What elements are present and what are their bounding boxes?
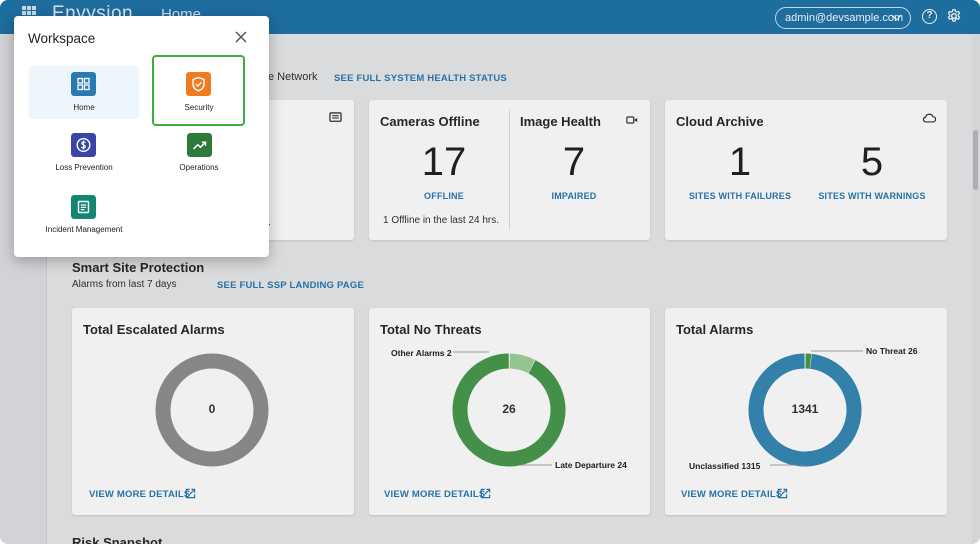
escalated-card: Total Escalated Alarms 0 VIEW MORE DETAI…: [72, 308, 354, 515]
risk-snapshot-title: Risk Snapshot: [72, 535, 163, 544]
scrollbar[interactable]: [972, 34, 980, 544]
external-link-icon[interactable]: [185, 488, 196, 499]
total-alarms-card: Total Alarms 1341 No Threat 26 Unclassif…: [665, 308, 947, 515]
no-threats-center-value: 26: [502, 402, 516, 416]
workspace-tile-operations[interactable]: Operations: [144, 130, 254, 178]
escalated-empty-ring: [155, 353, 269, 467]
no-threats-title: Total No Threats: [380, 322, 482, 337]
workspace-label-operations: Operations: [179, 163, 219, 172]
workspace-label-home: Home: [73, 103, 95, 112]
user-email: admin@devsample.com: [785, 12, 904, 24]
cloud-icon: [922, 113, 936, 123]
cameras-offline-value: 17: [421, 140, 467, 184]
help-icon[interactable]: ?: [922, 9, 937, 24]
ssp-title: Smart Site Protection: [72, 260, 205, 275]
offline-note: 1 Offline in the last 24 hrs.: [383, 215, 499, 226]
home-dashboard-icon: [71, 72, 96, 96]
workspace-label-loss-prevention: Loss Prevention: [55, 163, 113, 172]
ssp-landing-link[interactable]: SEE FULL SSP LANDING PAGE: [217, 280, 364, 291]
external-link-icon[interactable]: [480, 488, 491, 499]
escalated-donut: [155, 353, 269, 467]
workspace-label-security: Security: [184, 103, 214, 112]
video-camera-icon: [626, 116, 638, 124]
escalated-view-more[interactable]: VIEW MORE DETAILS: [89, 489, 191, 500]
total-alarms-title: Total Alarms: [676, 322, 754, 337]
card-divider: [509, 110, 510, 230]
network-label: e Network: [268, 71, 318, 83]
no-threats-card: Total No Threats 26 Other Alarms 2 Late …: [369, 308, 650, 515]
cameras-offline-title: Cameras Offline: [380, 114, 480, 129]
trending-up-icon: [187, 133, 212, 157]
workspace-tile-incident-management[interactable]: Incident Management: [29, 192, 139, 240]
message-icon[interactable]: [329, 112, 342, 124]
callout-unclassified: Unclassified 1315: [689, 461, 761, 471]
escalated-center-value: 0: [208, 402, 216, 416]
close-icon[interactable]: [234, 30, 248, 44]
cloud-archive-title: Cloud Archive: [676, 114, 764, 129]
no-threats-donut: [452, 353, 566, 467]
failures-value: 1: [728, 140, 752, 184]
ssp-subtitle: Alarms from last 7 days: [72, 279, 177, 290]
workspace-title: Workspace: [28, 31, 96, 46]
shield-check-icon: [186, 72, 211, 96]
donut-slice-unclassified[interactable]: [748, 353, 862, 467]
workspace-label-incident-management: Incident Management: [45, 225, 123, 234]
cloud-archive-card: Cloud Archive 1 SITES WITH FAILURES 5 SI…: [665, 100, 947, 240]
warnings-value: 5: [860, 140, 884, 184]
failures-link[interactable]: SITES WITH FAILURES: [688, 191, 792, 201]
callout-no-threat: No Threat 26: [866, 346, 918, 356]
total-alarms-view-more[interactable]: VIEW MORE DETAILS: [681, 489, 783, 500]
escalated-title: Total Escalated Alarms: [83, 322, 225, 337]
workspace-tile-home[interactable]: Home: [29, 66, 139, 119]
image-health-title: Image Health: [520, 114, 601, 129]
gear-icon[interactable]: [946, 8, 962, 24]
workspace-tile-loss-prevention[interactable]: Loss Prevention: [29, 130, 139, 178]
scrollbar-thumb[interactable]: [973, 130, 978, 190]
image-health-value: 7: [562, 140, 586, 184]
external-link-icon[interactable]: [777, 488, 788, 499]
user-menu-button[interactable]: admin@devsample.com: [775, 7, 911, 29]
callout-late-departure: Late Departure 24: [555, 460, 627, 470]
callout-other-alarms: Other Alarms 2: [391, 348, 452, 358]
warnings-link[interactable]: SITES WITH WARNINGS: [818, 191, 926, 201]
offline-link[interactable]: OFFLINE: [424, 191, 464, 201]
cameras-card: Cameras Offline 17 OFFLINE 1 Offline in …: [369, 100, 650, 240]
impaired-link[interactable]: IMPAIRED: [551, 191, 597, 201]
partial-note: .: [268, 217, 271, 228]
total-alarms-donut: [748, 353, 862, 467]
document-list-icon: [71, 195, 96, 219]
workspace-tile-security[interactable]: Security: [152, 55, 245, 126]
total-alarms-center-value: 1341: [791, 402, 819, 416]
dollar-circle-icon: [71, 133, 96, 157]
system-health-link[interactable]: SEE FULL SYSTEM HEALTH STATUS: [334, 73, 507, 84]
workspace-popup: Workspace Home Security: [14, 16, 269, 257]
no-threats-view-more[interactable]: VIEW MORE DETAILS: [384, 489, 486, 500]
